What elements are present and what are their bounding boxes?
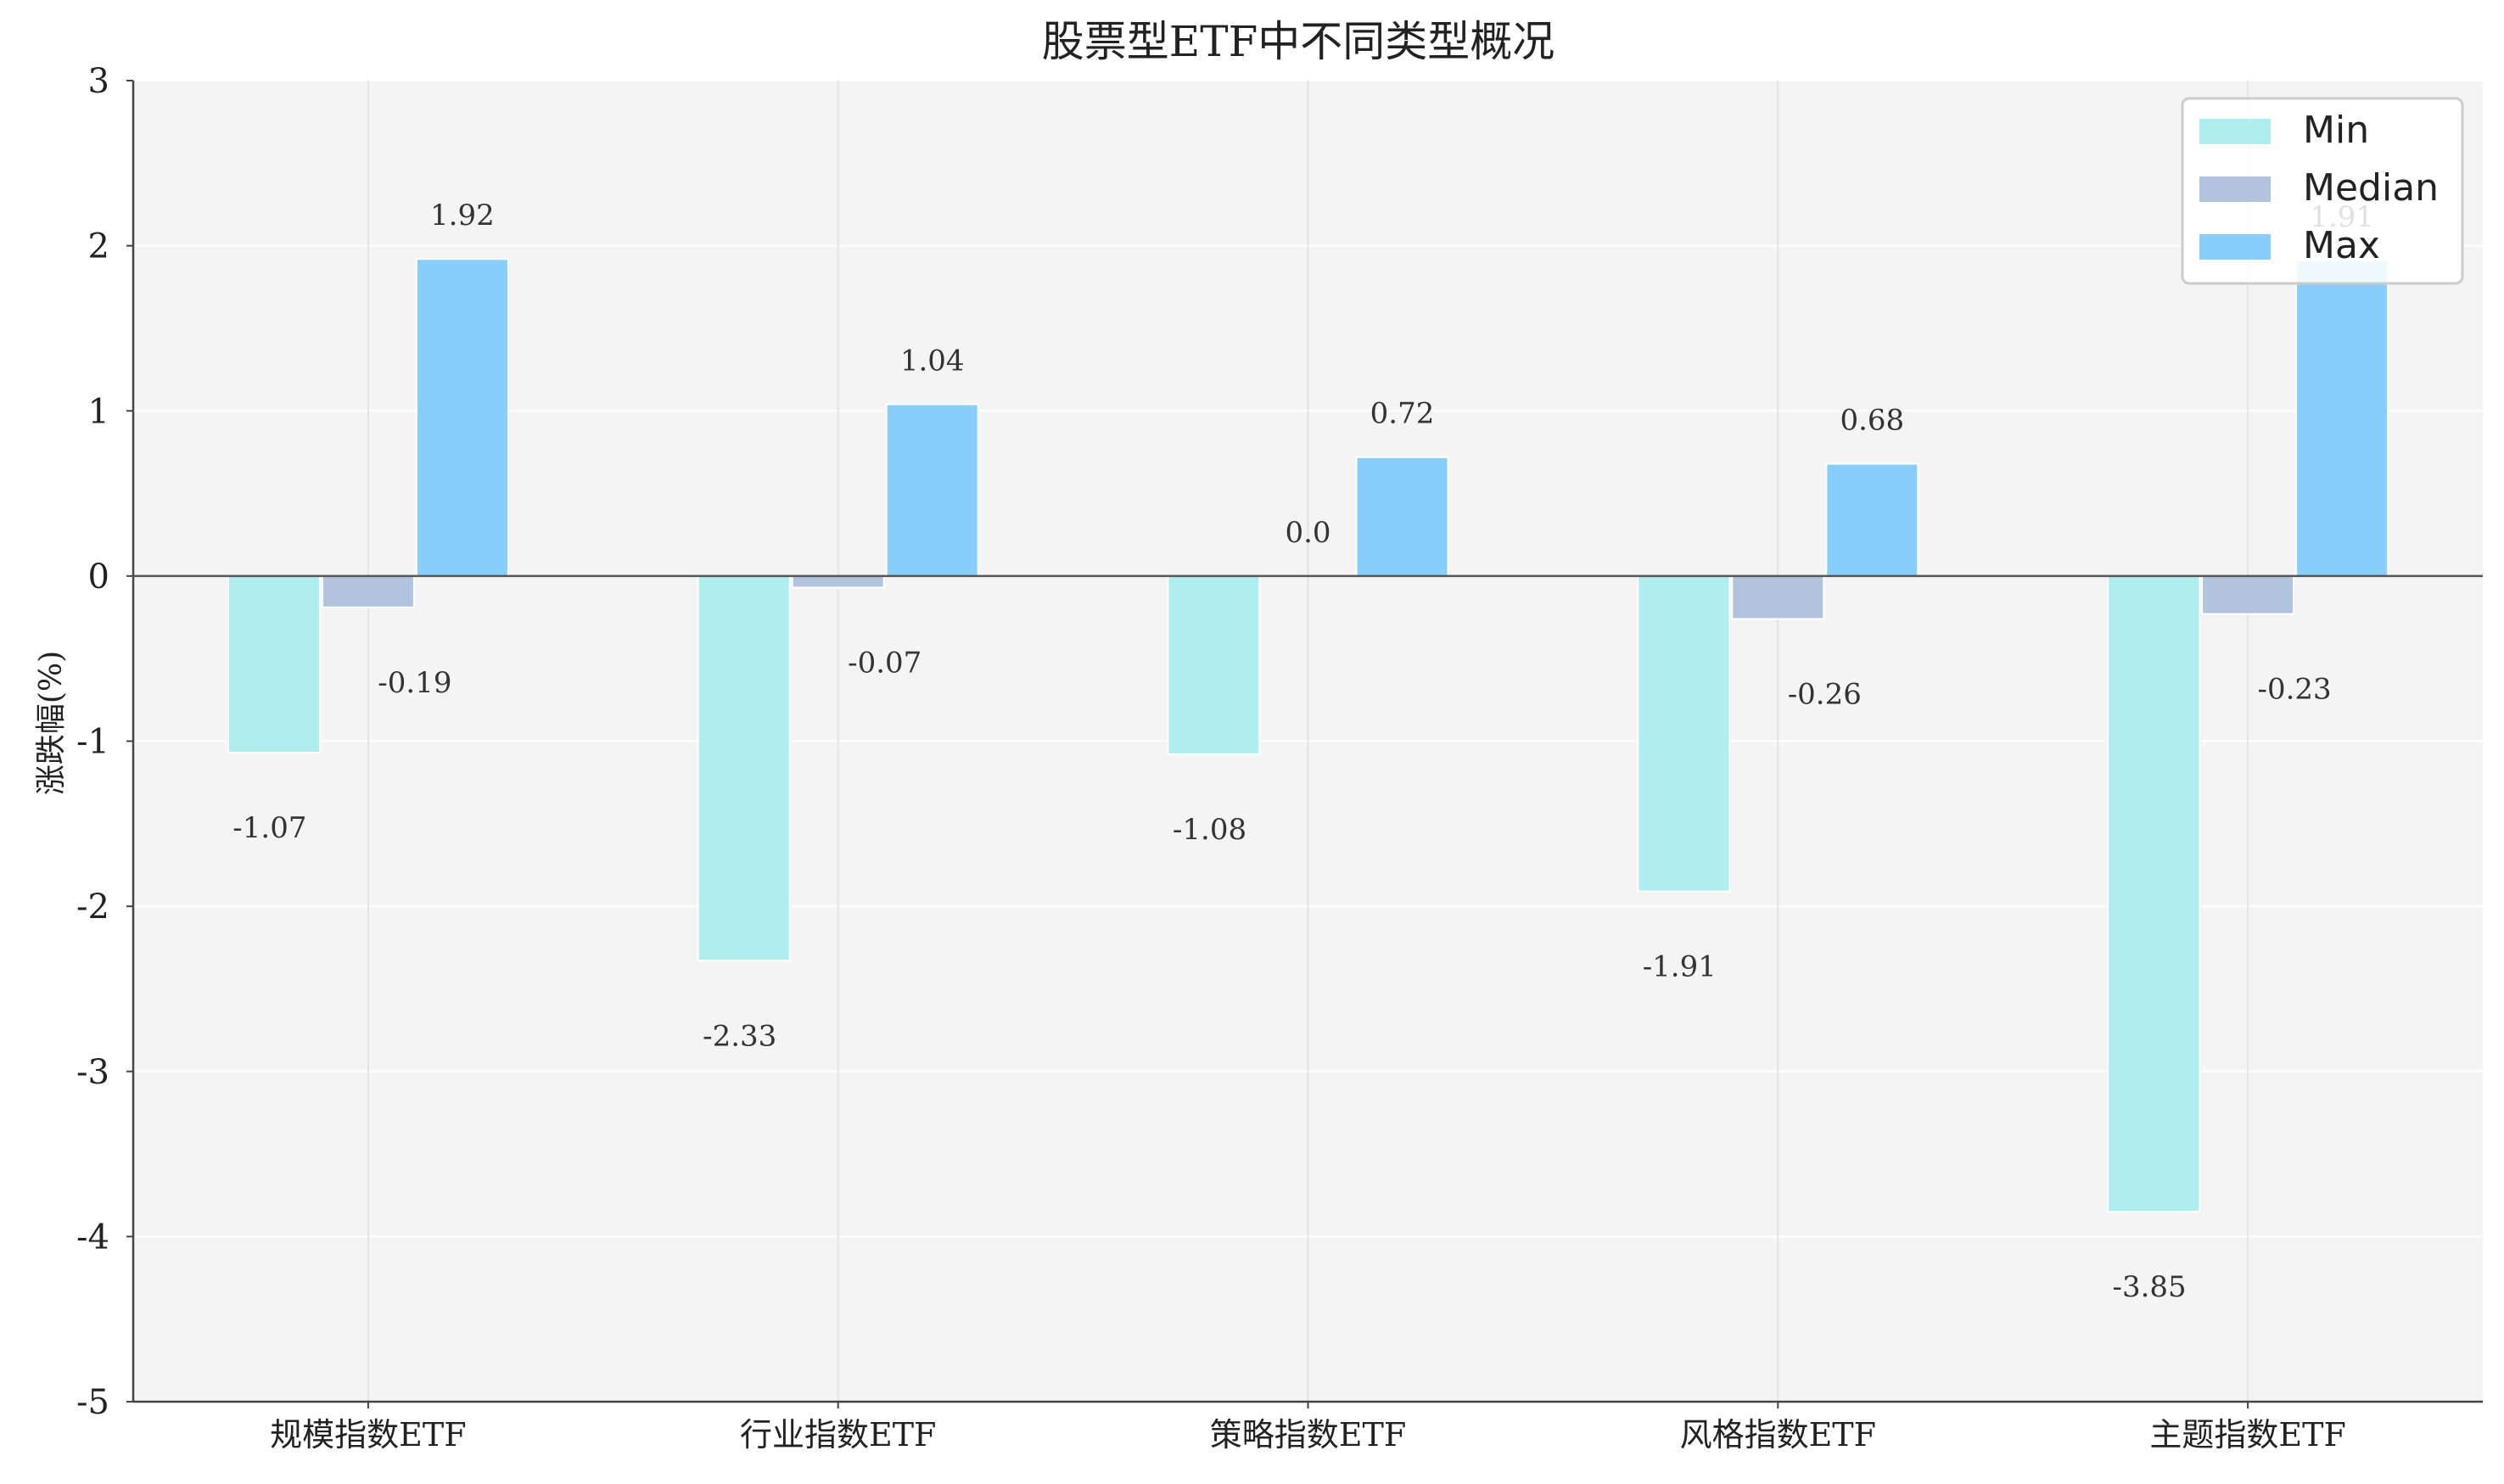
value-label: 1.92 (430, 199, 495, 232)
x-tick-label: 策略指数ETF (1210, 1416, 1406, 1453)
y-tick-label: -3 (76, 1053, 109, 1092)
value-label: -1.91 (1643, 950, 1717, 984)
bar-max (415, 258, 509, 577)
y-tick-label: -2 (76, 888, 109, 927)
y-tick-label: 1 (88, 392, 109, 431)
bar-min (227, 574, 321, 754)
legend-swatch-median (2199, 176, 2271, 202)
bar-min (1637, 574, 1731, 893)
value-label: -1.08 (1173, 813, 1246, 847)
y-tick-label: 2 (88, 227, 109, 266)
y-tick-label: -4 (76, 1218, 109, 1257)
y-tick-label: 0 (88, 557, 109, 596)
y-tick-label: -5 (76, 1383, 109, 1422)
value-label: -0.19 (378, 666, 451, 700)
value-label: -0.23 (2257, 673, 2331, 707)
value-label: -0.07 (848, 646, 921, 680)
legend-swatch-min (2199, 119, 2271, 144)
bar-min (1167, 574, 1261, 756)
legend-swatch-max (2199, 234, 2271, 260)
x-tick-label: 行业指数ETF (740, 1416, 936, 1453)
legend-label-max: Max (2303, 224, 2380, 267)
value-label: -3.85 (2112, 1270, 2186, 1304)
value-label: -0.26 (1788, 677, 1862, 711)
x-tick-label: 风格指数ETF (1680, 1416, 1876, 1453)
x-tick-label: 规模指数ETF (270, 1416, 466, 1453)
bar-median (321, 574, 415, 608)
bar-min (697, 574, 791, 962)
bar-max (1825, 462, 1919, 577)
legend: Min Median Max (2181, 97, 2464, 285)
value-label: -1.07 (232, 811, 306, 845)
value-label: 0.0 (1285, 516, 1330, 550)
legend-label-min: Min (2303, 109, 2369, 152)
value-label: 0.72 (1370, 397, 1435, 431)
chart-title: 股票型ETF中不同类型概况 (1042, 17, 1555, 66)
legend-label-median: Median (2303, 166, 2439, 210)
bar-median (791, 574, 885, 589)
bar-min (2107, 574, 2201, 1213)
value-label: 0.68 (1840, 404, 1904, 438)
value-label: 1.04 (900, 344, 965, 378)
bar-median (1731, 574, 1825, 620)
bar-median (2201, 574, 2295, 615)
bar-max (2295, 260, 2389, 577)
tick-labels: 3 2 1 0 -1 -2 -3 -4 -5 规模指数ETF 行业指数ETF 策略指数ETF 风格指数E… (76, 62, 2346, 1453)
value-labels: -1.07 -2.33 -1.08 -1.91 -3.85 -0.19 -0.07 0.0 -0… (232, 199, 2374, 1304)
x-tick-label: 主题指数ETF (2149, 1416, 2345, 1453)
bar-max (885, 403, 979, 577)
bar-max (1355, 456, 1449, 577)
y-axis-label: 涨跌幅(%) (34, 651, 69, 795)
y-tick-label: 3 (88, 62, 109, 101)
y-tick-label: -1 (76, 723, 109, 762)
bars (227, 258, 2389, 1213)
value-label: -2.33 (703, 1019, 776, 1053)
